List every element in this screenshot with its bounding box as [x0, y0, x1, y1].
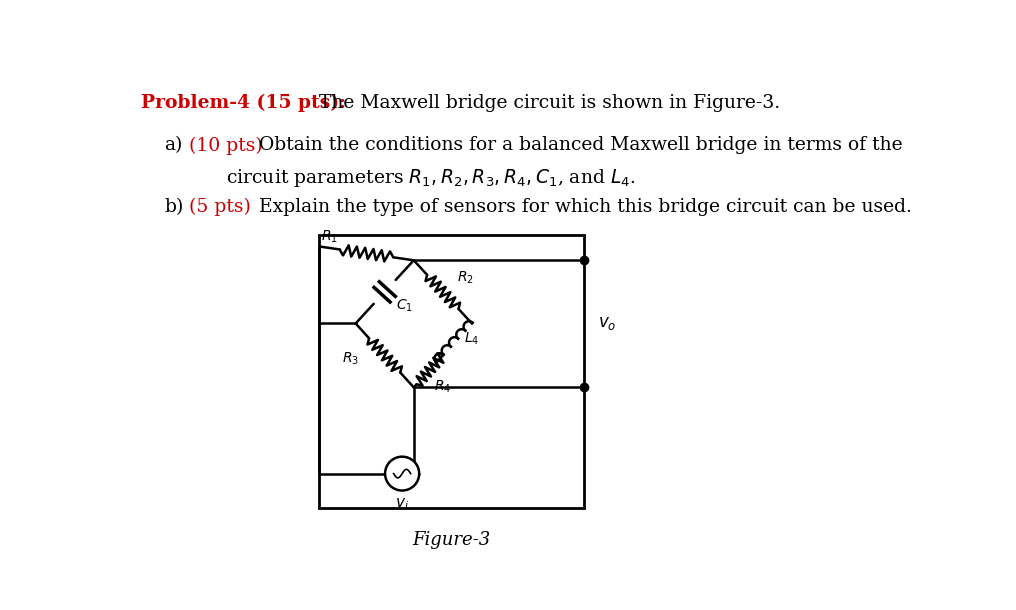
Text: $C_1$: $C_1$	[395, 298, 412, 314]
Text: $L_4$: $L_4$	[463, 331, 479, 347]
Text: Obtain the conditions for a balanced Maxwell bridge in terms of the: Obtain the conditions for a balanced Max…	[259, 137, 902, 154]
Text: circuit parameters $R_1, R_2, R_3, R_4, C_1$, and $L_4$.: circuit parameters $R_1, R_2, R_3, R_4, …	[227, 167, 636, 189]
Text: Problem-4 (15 pts):: Problem-4 (15 pts):	[141, 94, 346, 112]
Text: Figure-3: Figure-3	[412, 531, 491, 550]
Bar	[319, 235, 584, 508]
Text: $v_i$: $v_i$	[395, 497, 409, 512]
Text: $v_o$: $v_o$	[598, 315, 617, 332]
Text: $R_3$: $R_3$	[342, 351, 359, 367]
Text: b): b)	[165, 198, 184, 216]
Text: Explain the type of sensors for which this bridge circuit can be used.: Explain the type of sensors for which th…	[259, 198, 911, 216]
Text: $R_2$: $R_2$	[457, 270, 473, 286]
Text: (10 pts): (10 pts)	[189, 137, 263, 154]
Text: a): a)	[165, 137, 183, 154]
Text: The Maxwell bridge circuit is shown in Figure-3.: The Maxwell bridge circuit is shown in F…	[307, 94, 780, 112]
Circle shape	[385, 457, 420, 490]
Text: (5 pts): (5 pts)	[189, 198, 251, 216]
Text: $R_4$: $R_4$	[434, 379, 451, 395]
Text: $R_1$: $R_1$	[321, 229, 337, 245]
